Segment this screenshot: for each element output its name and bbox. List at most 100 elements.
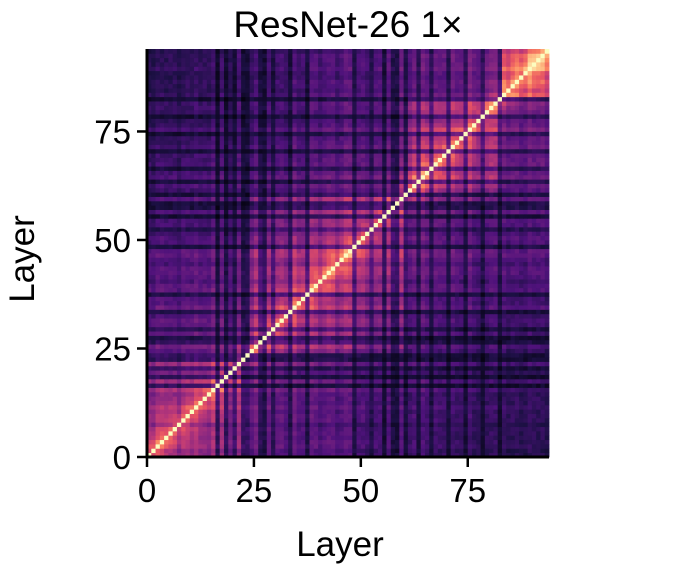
heatmap-cell — [288, 231, 293, 237]
heatmap-cell — [206, 404, 212, 410]
heatmap-cell — [377, 292, 383, 297]
heatmap-cell — [424, 296, 430, 302]
heatmap-cell — [189, 253, 195, 258]
heatmap-cell — [519, 266, 524, 271]
heatmap-cell — [399, 378, 404, 384]
heatmap-cell — [429, 439, 434, 445]
heatmap-cell — [493, 270, 499, 276]
heatmap-cell — [365, 279, 370, 284]
heatmap-cell — [300, 322, 306, 328]
heatmap-cell — [185, 261, 191, 267]
heatmap-cell — [348, 322, 353, 328]
heatmap-cell — [258, 279, 263, 284]
heatmap-cell — [232, 396, 238, 401]
heatmap-cell — [506, 370, 511, 375]
heatmap-cell — [510, 287, 516, 293]
heatmap-cell — [433, 409, 439, 414]
heatmap-cell — [540, 322, 546, 328]
heatmap-cell — [489, 374, 494, 380]
heatmap-cell — [493, 400, 499, 406]
heatmap-cell — [279, 322, 285, 328]
heatmap-cell — [228, 352, 233, 358]
heatmap-cell — [279, 309, 285, 315]
heatmap-cell — [373, 231, 379, 237]
heatmap-cell — [236, 326, 242, 332]
heatmap-cell — [527, 244, 533, 250]
heatmap-cell — [531, 387, 537, 393]
heatmap-cell — [215, 235, 221, 241]
heatmap-cell — [322, 253, 328, 258]
heatmap-cell — [228, 300, 233, 306]
heatmap-cell — [506, 430, 511, 436]
heatmap-cell — [335, 309, 340, 315]
heatmap-cell — [275, 318, 280, 323]
heatmap-cell — [424, 300, 430, 306]
heatmap-cell — [176, 348, 182, 354]
heatmap-cell — [249, 430, 255, 436]
heatmap-cell — [442, 318, 447, 323]
heatmap-cell — [407, 435, 413, 441]
heatmap-cell — [198, 300, 203, 306]
heatmap-cell — [348, 335, 353, 341]
heatmap-cell — [172, 396, 178, 401]
heatmap-cell — [459, 274, 464, 280]
heatmap-cell — [330, 287, 336, 293]
heatmap-cell — [223, 344, 229, 349]
heatmap-cell — [501, 430, 507, 436]
heatmap-cell — [403, 452, 409, 458]
heatmap-cell — [189, 443, 195, 449]
heatmap-cell — [407, 383, 413, 388]
heatmap-cell — [429, 426, 434, 432]
heatmap-cell — [305, 257, 310, 263]
heatmap-cell — [386, 387, 392, 393]
heatmap-cell — [433, 279, 439, 284]
heatmap-cell — [476, 400, 481, 406]
heatmap-cell — [202, 383, 208, 388]
heatmap-cell — [309, 296, 315, 302]
heatmap-cell — [476, 283, 481, 289]
heatmap-cell — [506, 352, 511, 358]
heatmap-cell — [253, 404, 259, 410]
heatmap-cell — [309, 292, 315, 297]
heatmap-cell — [232, 374, 238, 380]
heatmap-cell — [510, 383, 516, 388]
heatmap-cell — [544, 352, 550, 358]
heatmap-cell — [181, 344, 186, 349]
heatmap-cell — [335, 266, 340, 271]
heatmap-cell — [309, 387, 315, 393]
heatmap-cell — [493, 309, 499, 315]
heatmap-cell — [198, 426, 203, 432]
heatmap-cell — [288, 331, 293, 336]
heatmap-cell — [206, 452, 212, 458]
heatmap-cell — [506, 409, 511, 414]
heatmap-cell — [305, 344, 310, 349]
heatmap-cell — [168, 231, 174, 237]
heatmap-cell — [476, 417, 481, 423]
heatmap-cell — [501, 426, 507, 432]
heatmap-cell — [258, 348, 263, 354]
heatmap-cell — [510, 422, 516, 428]
heatmap-cell — [206, 305, 212, 310]
heatmap-cell — [420, 391, 426, 397]
heatmap-cell — [476, 270, 481, 276]
heatmap-cell — [249, 357, 255, 362]
heatmap-cell — [292, 266, 298, 271]
heatmap-cell — [407, 296, 413, 302]
heatmap-cell — [189, 400, 195, 406]
heatmap-cell — [463, 400, 469, 406]
heatmap-cell — [373, 361, 379, 367]
heatmap-cell — [283, 383, 289, 388]
heatmap-cell — [390, 274, 396, 280]
heatmap-cell — [489, 365, 494, 371]
heatmap-cell — [185, 391, 191, 397]
heatmap-cell — [241, 300, 246, 306]
heatmap-cell — [300, 335, 306, 341]
heatmap-cell — [420, 279, 426, 284]
heatmap-cell — [313, 253, 319, 258]
heatmap-cell — [215, 365, 221, 371]
heatmap-cell — [348, 361, 353, 367]
heatmap-cell — [305, 361, 310, 367]
heatmap-cell — [489, 370, 494, 375]
heatmap-cell — [382, 452, 387, 458]
heatmap-cell — [442, 361, 447, 367]
